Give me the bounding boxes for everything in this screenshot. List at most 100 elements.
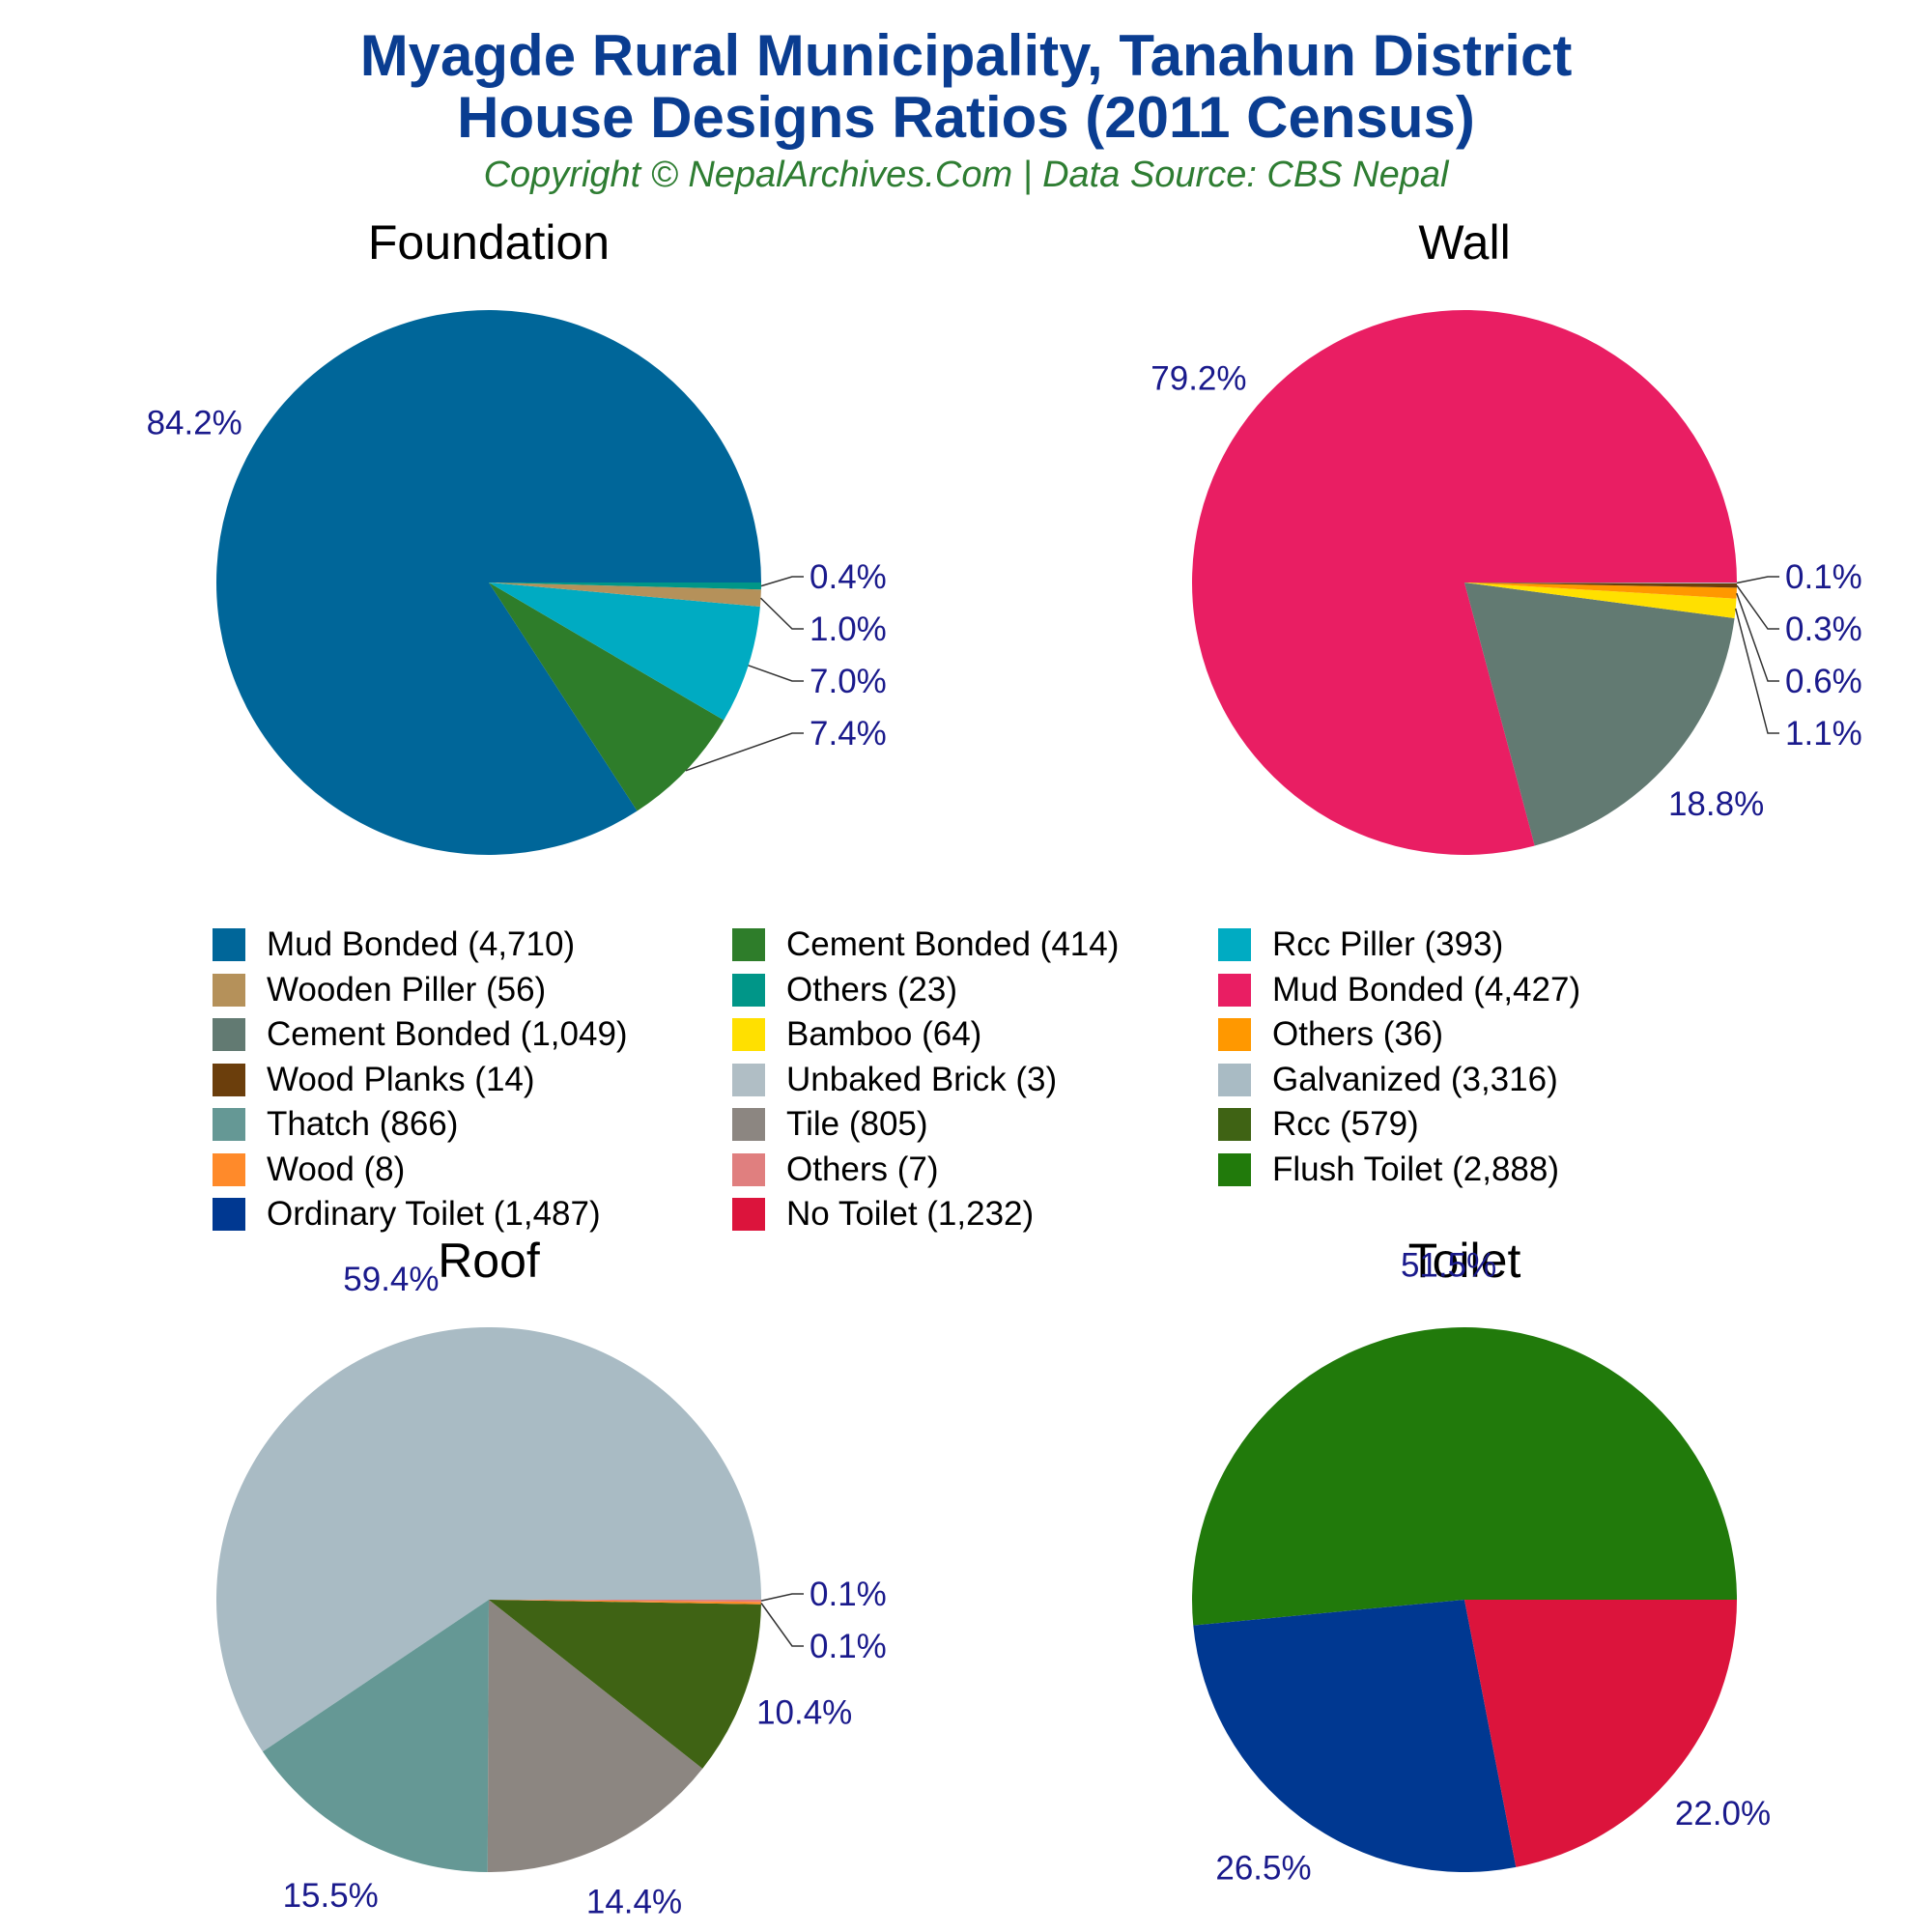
pie-slice-others bbox=[489, 1600, 761, 1603]
leader-line bbox=[760, 576, 804, 587]
pie-slice-wood-planks bbox=[1464, 582, 1737, 588]
pie-title: Foundation bbox=[368, 215, 610, 270]
legend-item: Galvanized (3,316) bbox=[1218, 1061, 1558, 1099]
slice-percent-label: 7.0% bbox=[810, 663, 887, 700]
legend-item: Bamboo (64) bbox=[732, 1015, 981, 1054]
legend-swatch bbox=[732, 973, 765, 1007]
legend-swatch bbox=[1218, 928, 1251, 961]
legend-item: Tile (805) bbox=[732, 1105, 928, 1144]
slice-percent-label: 0.6% bbox=[1785, 663, 1862, 700]
legend-item: Flush Toilet (2,888) bbox=[1218, 1151, 1559, 1189]
pie-slice-others bbox=[1464, 582, 1737, 599]
pie-slice-no-toilet bbox=[1464, 1600, 1737, 1867]
pie-slice-wood bbox=[489, 1600, 761, 1605]
legend-item: Ordinary Toilet (1,487) bbox=[213, 1195, 601, 1234]
slice-percent-label: 0.1% bbox=[810, 1576, 887, 1613]
slice-percent-label: 0.1% bbox=[810, 1628, 887, 1665]
slice-percent-label: 7.4% bbox=[810, 715, 887, 753]
legend-label: Others (36) bbox=[1272, 1015, 1443, 1053]
slice-percent-label: 79.2% bbox=[1151, 360, 1246, 398]
pie-slice-ordinary-toilet bbox=[1193, 1600, 1517, 1872]
legend-label: Galvanized (3,316) bbox=[1272, 1060, 1558, 1098]
pie-roof: Roof 0.1% 0.1% 59.4% 15.5% 14.4% 10.4% bbox=[215, 1234, 887, 1921]
legend-swatch bbox=[1218, 1152, 1251, 1186]
pie-slice-rcc bbox=[489, 1600, 761, 1769]
legend-swatch bbox=[213, 1152, 245, 1186]
legend-item: Mud Bonded (4,710) bbox=[213, 925, 575, 964]
pie-slice-unbaked-brick bbox=[1464, 582, 1738, 583]
legend-label: Flush Toilet (2,888) bbox=[1272, 1150, 1560, 1188]
slice-percent-label: 22.0% bbox=[1675, 1795, 1771, 1833]
legend-item: Others (36) bbox=[1218, 1015, 1443, 1054]
pie-title: Toilet bbox=[1408, 1234, 1521, 1288]
leader-line bbox=[759, 597, 804, 630]
pie-title: Wall bbox=[1418, 215, 1510, 270]
legend-swatch bbox=[1218, 1108, 1251, 1141]
chart-title-line1: Myagde Rural Municipality, Tanahun Distr… bbox=[359, 23, 1573, 88]
legend-item: No Toilet (1,232) bbox=[732, 1195, 1034, 1234]
legend-label: Others (7) bbox=[786, 1150, 939, 1188]
legend-swatch bbox=[213, 1198, 245, 1231]
pie-slice-mud-bonded bbox=[215, 310, 761, 856]
legend-item: Thatch (866) bbox=[213, 1105, 458, 1144]
pie-slice-thatch bbox=[262, 1600, 489, 1872]
slice-percent-label: 0.4% bbox=[810, 558, 887, 596]
legend-label: No Toilet (1,232) bbox=[786, 1195, 1035, 1233]
legend-swatch bbox=[732, 1152, 765, 1186]
leader-line bbox=[748, 665, 804, 682]
legend-swatch bbox=[732, 1018, 765, 1051]
leader-line bbox=[685, 732, 804, 772]
legend-label: Rcc Piller (393) bbox=[1272, 925, 1504, 963]
pie-slice-bamboo bbox=[1464, 582, 1737, 618]
slice-percent-label: 15.5% bbox=[283, 1877, 379, 1915]
slice-percent-label: 26.5% bbox=[1215, 1850, 1311, 1888]
legend-swatch bbox=[1218, 1063, 1251, 1096]
pie-wall: Wall 0.1% 0.3% 0.6% 1.1% 79.2% 18.8% bbox=[1151, 215, 1862, 856]
legend-item: Wood (8) bbox=[213, 1151, 405, 1189]
slice-percent-label: 1.0% bbox=[810, 611, 887, 648]
leader-line bbox=[760, 1593, 804, 1602]
legend-item: Unbaked Brick (3) bbox=[732, 1061, 1057, 1099]
legend-label: Unbaked Brick (3) bbox=[786, 1060, 1058, 1098]
legend-item: Others (23) bbox=[732, 971, 957, 1009]
legend-swatch bbox=[732, 1063, 765, 1096]
legend-label: Tile (805) bbox=[786, 1105, 928, 1143]
chart-title-line2: House Designs Ratios (2011 Census) bbox=[457, 85, 1475, 150]
slice-percent-label: 0.1% bbox=[1785, 558, 1862, 596]
leader-line bbox=[1734, 608, 1779, 734]
slice-percent-label: 1.1% bbox=[1785, 715, 1862, 753]
legend-label: Wood (8) bbox=[267, 1150, 406, 1188]
legend-label: Others (23) bbox=[786, 970, 957, 1009]
legend-item: Rcc (579) bbox=[1218, 1105, 1419, 1144]
leader-line bbox=[1736, 584, 1779, 630]
legend-item: Rcc Piller (393) bbox=[1218, 925, 1503, 964]
pie-title: Roof bbox=[438, 1234, 540, 1288]
slice-percent-label: 51.5% bbox=[1401, 1247, 1496, 1285]
slice-percent-label: 10.4% bbox=[756, 1694, 852, 1732]
leader-line bbox=[1736, 592, 1779, 682]
legend-item: Mud Bonded (4,427) bbox=[1218, 971, 1580, 1009]
pie-slice-galvanized bbox=[215, 1326, 761, 1752]
legend-swatch bbox=[213, 973, 245, 1007]
legend-item: Cement Bonded (414) bbox=[732, 925, 1119, 964]
slice-percent-label: 84.2% bbox=[147, 405, 242, 442]
leader-line bbox=[760, 1603, 804, 1647]
legend-item: Others (7) bbox=[732, 1151, 939, 1189]
legend-swatch bbox=[1218, 973, 1251, 1007]
chart-subtitle: Copyright © NepalArchives.Com | Data Sou… bbox=[483, 155, 1449, 195]
legend-swatch bbox=[213, 1108, 245, 1141]
pie-slice-mud-bonded bbox=[1192, 310, 1737, 856]
pie-slice-cement-bonded bbox=[1464, 582, 1735, 846]
pie-slice-cement-bonded bbox=[489, 582, 724, 811]
pie-slice-wooden-piller bbox=[489, 582, 761, 607]
legend-swatch bbox=[732, 1108, 765, 1141]
slice-percent-label: 0.3% bbox=[1785, 611, 1862, 648]
legend-swatch bbox=[213, 1063, 245, 1096]
legend-label: Cement Bonded (1,049) bbox=[267, 1015, 628, 1053]
legend-item: Wood Planks (14) bbox=[213, 1061, 535, 1099]
legend-item: Wooden Piller (56) bbox=[213, 971, 546, 1009]
slice-percent-label: 59.4% bbox=[343, 1261, 439, 1298]
legend-item: Cement Bonded (1,049) bbox=[213, 1015, 628, 1054]
